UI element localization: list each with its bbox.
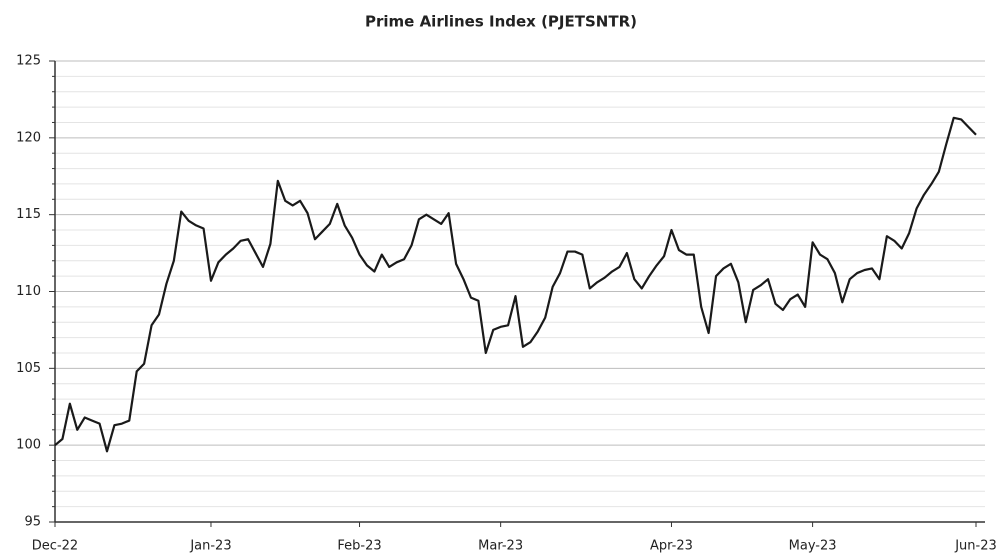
x-tick-label: Jun-23	[954, 539, 997, 554]
data-line	[54, 116, 977, 453]
y-tick-label: 115	[16, 207, 41, 222]
x-tick-label: Dec-22	[32, 539, 78, 554]
y-tick-label: 100	[16, 438, 41, 453]
y-tick-label: 125	[16, 54, 41, 69]
chart-title: Prime Airlines Index (PJETSNTR)	[365, 13, 637, 31]
x-tick-label: Jan-23	[189, 539, 231, 554]
y-tick-label: 95	[24, 515, 41, 530]
x-tick-label: Feb-23	[337, 539, 381, 554]
y-tick-label: 120	[16, 130, 41, 145]
x-tick-label: Apr-23	[650, 539, 693, 554]
y-tick-label: 105	[16, 361, 41, 376]
y-tick-label: 110	[16, 284, 41, 299]
x-tick-label: May-23	[789, 539, 837, 554]
x-tick-label: Mar-23	[478, 539, 523, 554]
